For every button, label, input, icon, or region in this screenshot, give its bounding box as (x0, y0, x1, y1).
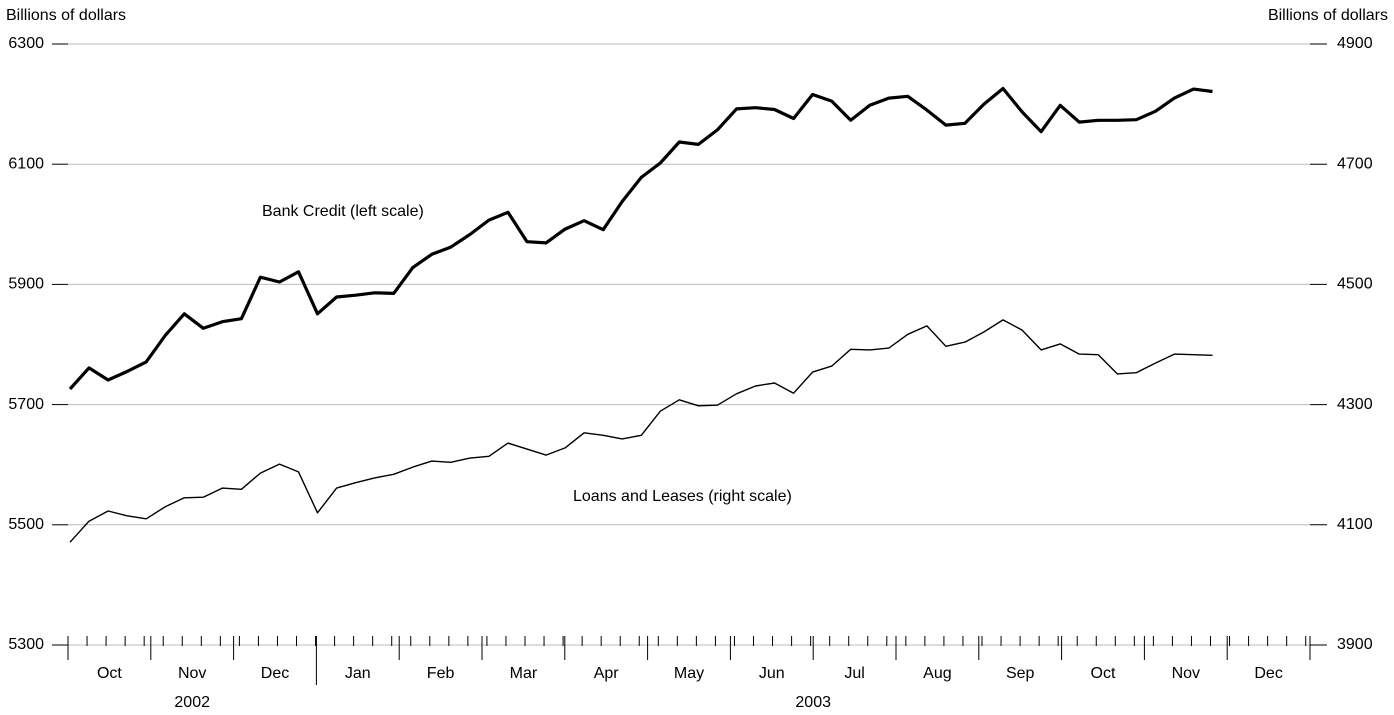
y2-tick-label: 3900 (1337, 636, 1373, 653)
y2-tick-label: 4100 (1337, 516, 1373, 533)
series-label: Loans and Leases (right scale) (573, 488, 792, 505)
y-tick-label: 5500 (8, 516, 44, 533)
x-tick-label: Dec (1254, 665, 1282, 682)
x-tick-label: Jul (844, 665, 864, 682)
y-tick-label: 5900 (8, 276, 44, 293)
y-tick-label: 5300 (8, 636, 44, 653)
x-tick-label: Sep (1006, 665, 1035, 682)
x-tick-label: Nov (1172, 665, 1200, 682)
x-tick-label: Aug (923, 665, 951, 682)
y2-axis-title: Billions of dollars (1268, 7, 1388, 24)
series-label: Bank Credit (left scale) (262, 203, 424, 220)
x-tick-label: Oct (97, 665, 122, 682)
x-tick-label: Nov (178, 665, 206, 682)
y-tick-label: 6300 (8, 35, 44, 52)
y2-tick-label: 4700 (1337, 155, 1373, 172)
series-line (69, 319, 1213, 543)
y-tick-label: 6100 (8, 155, 44, 172)
y2-tick-label: 4300 (1337, 396, 1373, 413)
y2-tick-label: 4900 (1337, 35, 1373, 52)
x-tick-label: Apr (594, 665, 620, 682)
x-tick-label: Mar (510, 665, 538, 682)
series-line (68, 86, 1213, 391)
year-label: 2003 (795, 694, 831, 711)
y2-tick-label: 4500 (1337, 276, 1373, 293)
x-tick-label: Jan (345, 665, 371, 682)
y-axis-title: Billions of dollars (6, 7, 126, 24)
x-tick-label: Feb (427, 665, 455, 682)
y-tick-label: 5700 (8, 396, 44, 413)
x-tick-label: May (674, 665, 704, 682)
x-tick-label: Oct (1091, 665, 1116, 682)
year-label: 2002 (174, 694, 210, 711)
x-tick-label: Jun (759, 665, 785, 682)
x-tick-label: Dec (261, 665, 289, 682)
